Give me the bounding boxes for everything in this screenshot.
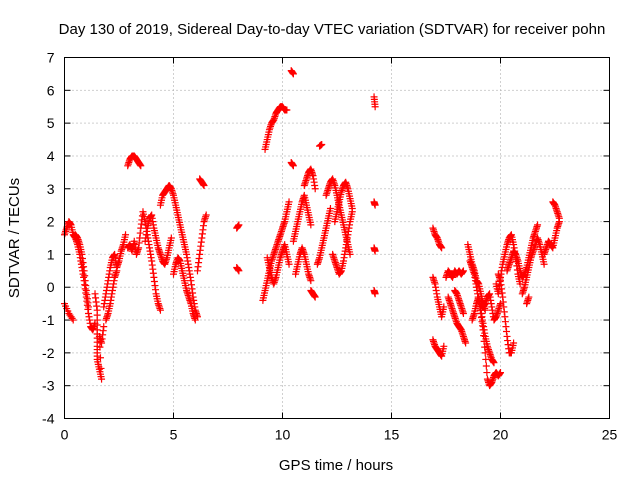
data-point <box>191 316 199 324</box>
data-point <box>440 342 448 350</box>
x-tick-label: 10 <box>275 427 291 443</box>
y-tick-label: -3 <box>42 378 55 394</box>
data-point <box>307 277 315 285</box>
data-point <box>69 316 77 324</box>
x-tick-labels: 0 5 10 15 20 25 <box>61 427 618 443</box>
x-tick-label: 0 <box>61 427 69 443</box>
data-point <box>318 140 326 148</box>
data-point <box>438 244 446 252</box>
x-axis-title: GPS time / hours <box>279 457 393 474</box>
data-point <box>167 234 175 242</box>
chart-title: Day 130 of 2019, Sidereal Day-to-day VTE… <box>59 21 606 38</box>
data-point <box>200 181 208 189</box>
data-point <box>348 204 356 212</box>
y-tick-label: -4 <box>42 411 55 427</box>
data-point <box>285 260 293 268</box>
data-point <box>311 185 319 193</box>
data-point <box>482 355 490 363</box>
data-point <box>96 343 104 351</box>
y-tick-label: 2 <box>47 214 55 230</box>
data-point <box>289 162 297 170</box>
y-tick-label: 7 <box>47 50 55 66</box>
data-points <box>61 67 563 390</box>
data-point <box>202 211 210 219</box>
data-point <box>483 369 491 377</box>
data-point <box>462 339 470 347</box>
data-point <box>371 247 379 255</box>
plot-frame <box>64 57 610 419</box>
data-point <box>490 359 498 367</box>
data-point <box>289 70 297 78</box>
data-point <box>96 354 104 362</box>
data-point <box>68 314 76 322</box>
data-point <box>482 362 490 370</box>
y-tick-label: 5 <box>47 115 55 131</box>
y-tick-label: 4 <box>47 148 55 164</box>
data-point <box>122 231 130 239</box>
x-tick-label: 20 <box>493 427 509 443</box>
data-point <box>534 221 542 229</box>
data-point <box>235 267 243 275</box>
data-point <box>440 303 448 311</box>
data-point <box>84 303 92 311</box>
data-point <box>371 290 379 298</box>
data-point <box>307 221 315 229</box>
data-point <box>283 106 291 114</box>
y-tick-label: 3 <box>47 181 55 197</box>
data-point <box>311 293 319 301</box>
data-point <box>156 306 164 314</box>
data-point <box>98 375 106 383</box>
x-tick-label: 25 <box>602 427 618 443</box>
y-tick-label: -2 <box>42 345 55 361</box>
data-point <box>235 221 243 229</box>
x-tick-label: 5 <box>170 427 178 443</box>
y-tick-label: 0 <box>47 279 55 295</box>
data-point <box>516 280 524 288</box>
y-axis-title: SDTVAR / TECUs <box>6 178 23 298</box>
data-point <box>113 267 121 275</box>
x-tick-label: 15 <box>384 427 400 443</box>
data-point <box>555 214 563 222</box>
y-tick-labels: -4 -3 -2 -1 0 1 2 3 4 5 6 7 <box>42 50 55 427</box>
data-point <box>459 267 467 275</box>
y-tick-label: -1 <box>42 312 55 328</box>
data-point <box>510 339 518 347</box>
data-point <box>497 369 504 377</box>
data-point <box>285 198 293 206</box>
data-point <box>326 204 334 212</box>
data-point <box>371 201 379 209</box>
y-tick-label: 1 <box>47 246 55 262</box>
data-point <box>137 162 145 170</box>
data-point <box>97 364 105 372</box>
data-point <box>371 103 379 111</box>
data-point <box>459 309 467 317</box>
y-tick-label: 6 <box>47 82 55 98</box>
data-point <box>100 323 108 331</box>
data-point <box>525 293 533 301</box>
data-point <box>540 260 548 268</box>
